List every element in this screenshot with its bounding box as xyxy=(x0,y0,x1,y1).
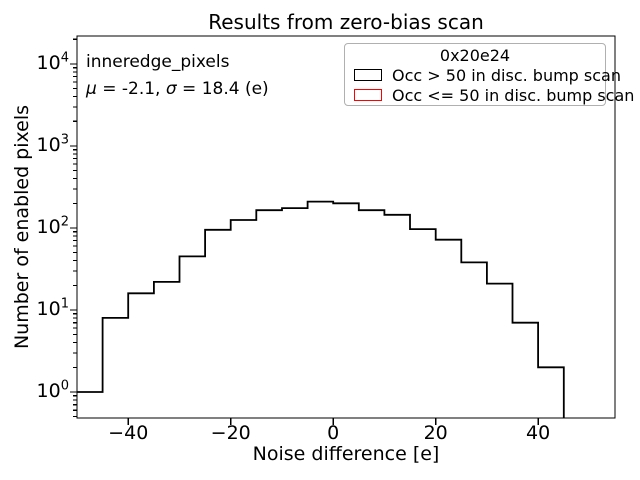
annotation-detector-label: inneredge_pixels xyxy=(86,52,230,72)
mu-symbol: μ xyxy=(86,79,97,99)
legend-swatch-black-outline xyxy=(354,69,382,81)
x-tick-label: 40 xyxy=(526,422,551,444)
x-tick-label: 20 xyxy=(423,422,448,444)
sigma-symbol: σ xyxy=(165,79,177,99)
legend-entry-label: Occ <= 50 in disc. bump scan xyxy=(392,85,635,105)
annotation-stats: μ = -2.1, σ = 18.4 (e) xyxy=(86,76,269,103)
legend-entry-label: Occ > 50 in disc. bump scan xyxy=(392,65,621,85)
x-axis-label: Noise difference [e] xyxy=(252,443,440,465)
mu-value: = -2.1, xyxy=(96,79,166,99)
chart-title: Results from zero-bias scan xyxy=(208,10,484,34)
x-tick-label: −20 xyxy=(210,422,251,444)
legend-entry-occ-le-50: Occ <= 50 in disc. bump scan xyxy=(352,85,634,105)
y-tick-label: 103 xyxy=(36,132,69,156)
histogram-step-line xyxy=(77,200,565,418)
legend-title: 0x20e24 xyxy=(439,46,511,65)
annotation: inneredge_pixels μ = -2.1, σ = 18.4 (e) xyxy=(86,49,269,103)
legend: 0x20e24 Occ > 50 in disc. bump scan Occ … xyxy=(344,43,634,106)
y-tick-label: 101 xyxy=(36,296,69,320)
legend-entry-occ-gt-50: Occ > 50 in disc. bump scan xyxy=(352,65,621,85)
y-tick-label: 100 xyxy=(36,378,69,402)
x-tick-label: 0 xyxy=(327,422,340,444)
y-tick-label: 102 xyxy=(36,214,69,238)
sigma-value: = 18.4 (e) xyxy=(176,79,269,99)
y-tick-label: 104 xyxy=(36,50,69,74)
legend-swatch-red-outline xyxy=(354,89,382,101)
axes-frame xyxy=(76,35,616,419)
x-tick-label: −40 xyxy=(108,422,149,444)
